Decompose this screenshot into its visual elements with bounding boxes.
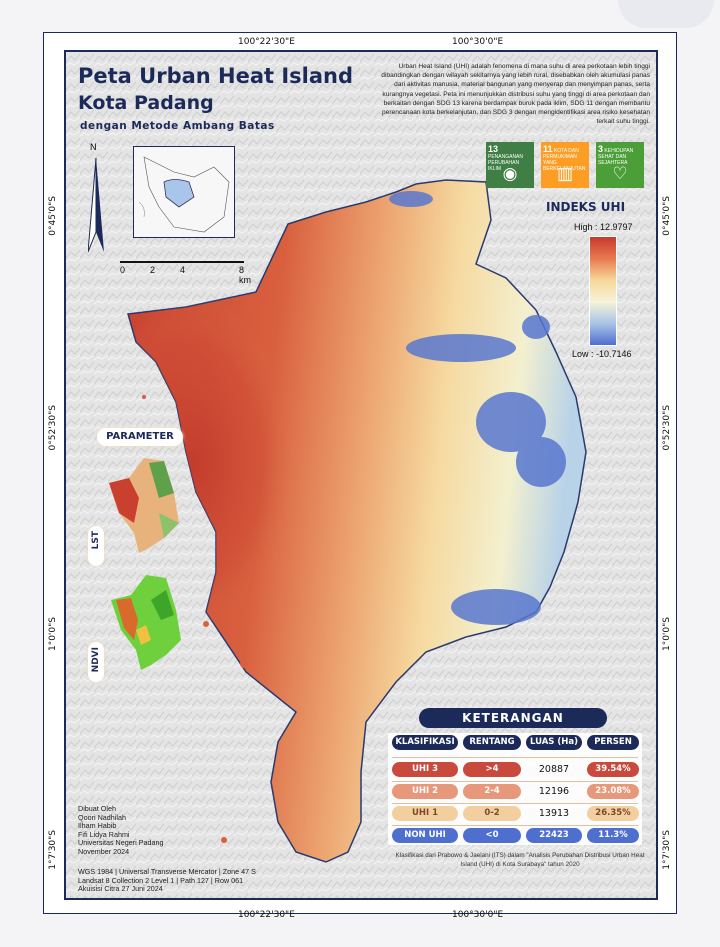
author-2: Ilham Habib bbox=[78, 821, 117, 831]
row-uhi1-rentang: 0-2 bbox=[463, 806, 521, 821]
row-nonuhi-klas: NON UHI bbox=[392, 828, 458, 843]
projection: WGS 1984 | Universal Transverse Mercator… bbox=[78, 867, 256, 876]
row-uhi3-klas: UHI 3 bbox=[392, 762, 458, 777]
ndvi-label: NDVI bbox=[88, 642, 104, 682]
parameter-title: PARAMETER bbox=[97, 428, 183, 446]
inset-map-graphic bbox=[138, 156, 230, 233]
coord-lat-2-right: 0°52'30"S bbox=[662, 405, 672, 451]
coord-lat-3-left: 1°0'0"S bbox=[48, 617, 58, 652]
scale-tick-0: 0 bbox=[120, 265, 126, 275]
north-label: N bbox=[90, 142, 97, 152]
date: November 2024 bbox=[78, 846, 130, 856]
row-uhi1-luas: 13913 bbox=[538, 808, 570, 819]
row-uhi1-klas: UHI 1 bbox=[392, 806, 458, 821]
row-nonuhi-rentang: <0 bbox=[463, 828, 521, 843]
scale-line bbox=[120, 255, 244, 263]
header-rentang: RENTANG bbox=[463, 735, 521, 750]
map-method: dengan Metode Ambang Batas bbox=[80, 120, 275, 132]
row-uhi2-klas: UHI 2 bbox=[392, 784, 458, 799]
uhi-index-title: INDEKS UHI bbox=[546, 200, 626, 214]
author-1: Qoori Nadhilah bbox=[78, 812, 126, 822]
heartbeat-icon: ♡ bbox=[612, 164, 628, 183]
satellite-source: Landsat 8 Collection 2 Level 1 | Path 12… bbox=[78, 875, 244, 885]
coord-lat-3-right: 1°0'0"S bbox=[662, 617, 672, 652]
ndvi-thumbnail bbox=[111, 575, 181, 670]
divider bbox=[392, 803, 638, 804]
row-nonuhi-persen: 11.3% bbox=[587, 828, 639, 843]
scale-tick-8: 8 km bbox=[239, 265, 251, 285]
eye-globe-icon: ◉ bbox=[502, 164, 518, 183]
coord-lat-4-right: 1°7'30"S bbox=[662, 830, 672, 870]
row-uhi1-persen: 26.35% bbox=[587, 806, 639, 821]
row-nonuhi-luas: 22423 bbox=[526, 828, 582, 843]
row-uhi3-rentang: >4 bbox=[463, 762, 521, 777]
urban-core bbox=[128, 292, 346, 672]
divider bbox=[392, 825, 638, 826]
institution: Universitas Negeri Padang bbox=[78, 838, 164, 848]
map-title: Peta Urban Heat Island bbox=[78, 64, 354, 88]
coord-lat-4-left: 1°7'30"S bbox=[48, 830, 58, 870]
coord-bottom-right: 100°30'0"E bbox=[452, 910, 504, 920]
north-arrow: N bbox=[87, 142, 108, 262]
credits: Dibuat Oleh Qoori Nadhilah Ilham Habib F… bbox=[78, 804, 164, 857]
sdg-13-badge: 13 PENANGANAN PERUBAHAN IKLIM ◉ bbox=[486, 142, 534, 188]
coord-top-right: 100°30'0"E bbox=[452, 37, 504, 47]
uhi-gradient-bar bbox=[589, 236, 617, 346]
acquisition-date: Akuisisi Citra 27 Juni 2024 bbox=[78, 884, 163, 894]
made-by-label: Dibuat Oleh bbox=[78, 804, 116, 813]
row-uhi2-persen: 23.08% bbox=[587, 784, 639, 799]
map-subtitle: Kota Padang bbox=[78, 92, 214, 114]
classification-note: Klasifikasi dari Prabowo & Jaelani (ITS)… bbox=[395, 852, 645, 868]
row-uhi2-rentang: 2-4 bbox=[463, 784, 521, 799]
row-uhi3-persen: 39.54% bbox=[587, 762, 639, 777]
uhi-low-label: Low : -10.7146 bbox=[572, 349, 632, 359]
city-icon: ▥ bbox=[556, 164, 574, 183]
coord-top-left: 100°22'30"E bbox=[238, 37, 295, 47]
coord-lat-2-left: 0°52'30"S bbox=[48, 405, 58, 451]
author-3: Fifi Lidya Rahmi bbox=[78, 829, 130, 839]
small-islands bbox=[142, 395, 248, 843]
keterangan-title: KETERANGAN bbox=[419, 708, 607, 728]
scale-tick-4: 4 bbox=[180, 265, 186, 275]
sdg-11-badge: 11 KOTA DAN PERMUKIMAN YANG BERKELANJUTA… bbox=[541, 142, 589, 188]
uhi-description: Urban Heat Island (UHI) adalah fenomena … bbox=[381, 63, 650, 126]
header-luas: LUAS (Ha) bbox=[526, 735, 582, 750]
coord-bottom-left: 100°22'30"E bbox=[238, 910, 295, 920]
coord-lat-1-left: 0°45'0"S bbox=[48, 196, 58, 236]
header-klasifikasi: KLASIFIKASI bbox=[392, 735, 458, 750]
uhi-high-label: High : 12.9797 bbox=[574, 222, 633, 232]
lst-label: LST bbox=[88, 526, 104, 566]
north-arrow-icon bbox=[87, 157, 104, 253]
header-persen: PERSEN bbox=[587, 735, 639, 750]
sdg-3-badge: 3 KEHIDUPAN SEHAT DAN SEJAHTERA ♡ bbox=[596, 142, 644, 188]
divider bbox=[392, 757, 638, 758]
corner-tab[interactable] bbox=[618, 0, 714, 28]
inset-map bbox=[133, 146, 235, 238]
row-uhi2-luas: 12196 bbox=[538, 786, 570, 797]
lst-thumbnail bbox=[109, 458, 179, 553]
coord-lat-1-right: 0°45'0"S bbox=[662, 196, 672, 236]
cool-zones bbox=[389, 191, 566, 625]
scale-tick-2: 2 bbox=[150, 265, 156, 275]
map-metadata: WGS 1984 | Universal Transverse Mercator… bbox=[78, 867, 256, 894]
row-uhi3-luas: 20887 bbox=[538, 764, 570, 775]
divider bbox=[392, 781, 638, 782]
